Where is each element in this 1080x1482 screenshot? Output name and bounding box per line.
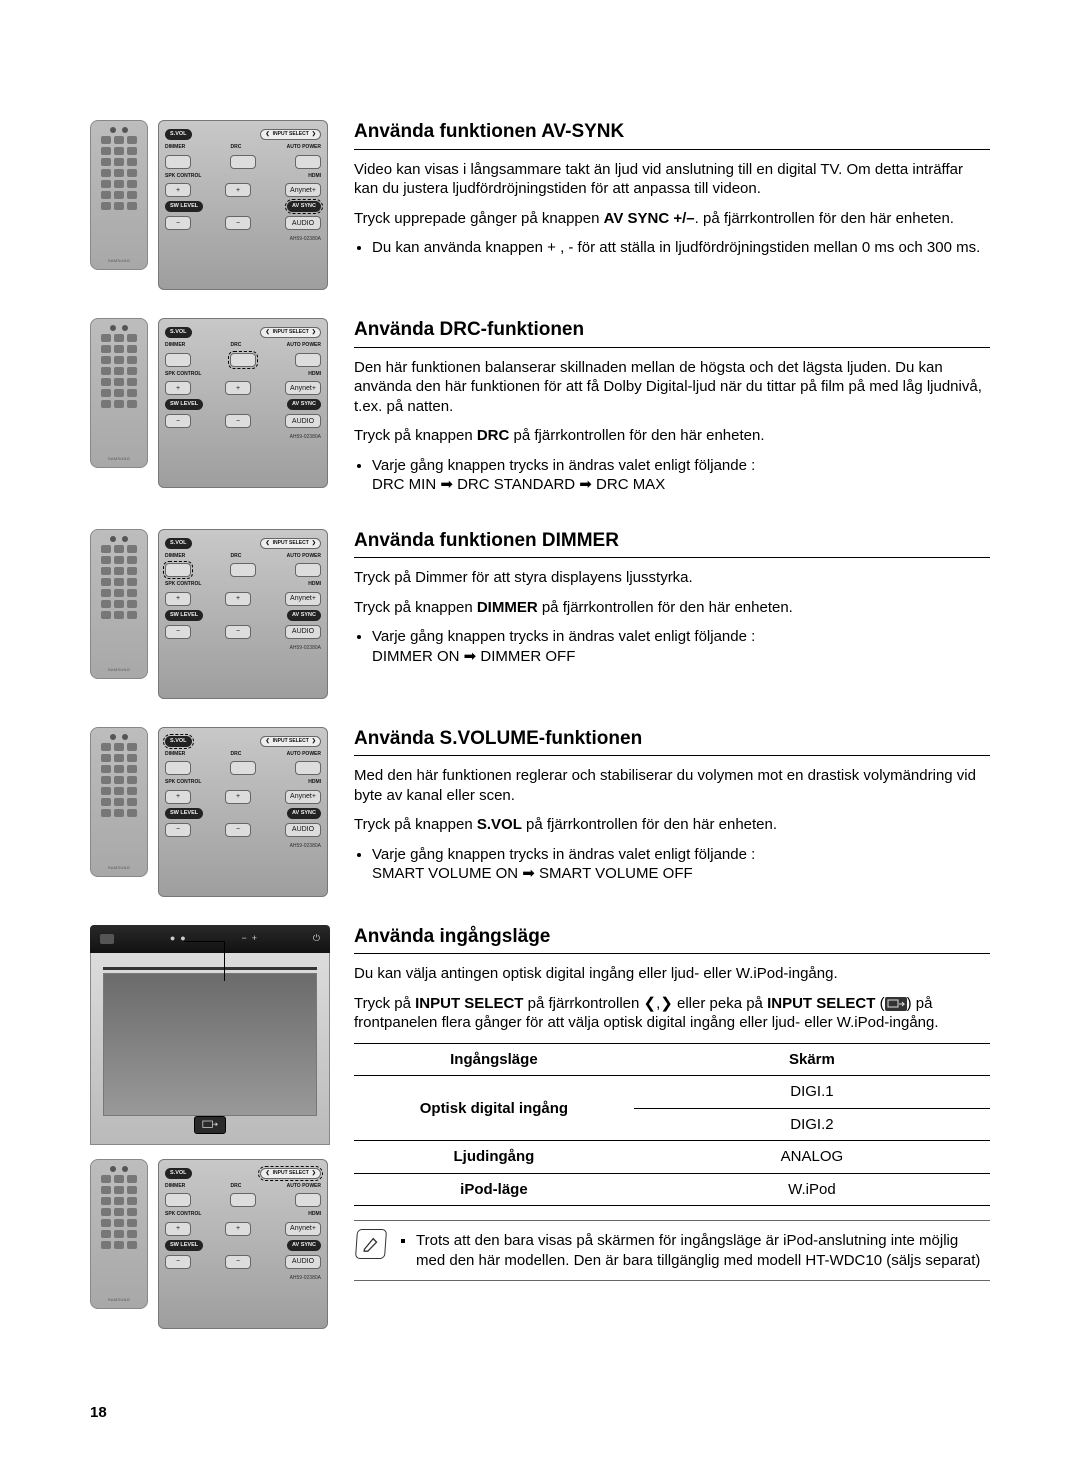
bullet-list: Varje gång knappen trycks in ändras vale… xyxy=(354,456,990,495)
text: Tryck på knappen S.VOL på fjärrkontrolle… xyxy=(354,815,990,835)
table-header: Ingångsläge xyxy=(354,1043,634,1076)
table-cell: Ljudingång xyxy=(354,1141,634,1174)
heading-drc: Använda DRC-funktionen xyxy=(354,318,990,348)
text: Den här funktionen balanserar skillnaden… xyxy=(354,358,990,417)
bullet-list: Du kan använda knappen + , - för att stä… xyxy=(354,238,990,258)
text: Video kan visas i långsammare takt än lj… xyxy=(354,160,990,199)
remote-closeup-svol: S.VOL ❮INPUT SELECT❯ DIMMER DRC AUTO POW… xyxy=(158,727,328,897)
table-cell: DIGI.2 xyxy=(634,1108,990,1141)
bullet-list: Varje gång knappen trycks in ändras vale… xyxy=(354,627,990,666)
text: Tryck på knappen DIMMER på fjärrkontroll… xyxy=(354,598,990,618)
remote-closeup-input: S.VOL ❮INPUT SELECT❯ DIMMER DRC AUTO POW… xyxy=(158,1159,328,1329)
text: Tryck på knappen DRC på fjärrkontrollen … xyxy=(354,426,990,446)
input-select-panel-icon xyxy=(194,1116,226,1134)
heading-dimmer: Använda funktionen DIMMER xyxy=(354,529,990,559)
input-select-button-highlight: ❮INPUT SELECT❯ xyxy=(260,1168,321,1179)
remote-overview-icon: SAMSUNG xyxy=(90,1159,148,1309)
table-header: Skärm xyxy=(634,1043,990,1076)
table-cell: iPod-läge xyxy=(354,1173,634,1206)
text: Du kan välja antingen optisk digital ing… xyxy=(354,964,990,984)
remote-overview-icon: SAMSUNG xyxy=(90,120,148,270)
bullet-list: Varje gång knappen trycks in ändras vale… xyxy=(354,845,990,884)
text: Tryck på INPUT SELECT på fjärrkontrollen… xyxy=(354,994,990,1033)
note-box: Trots att den bara visas på skärmen för … xyxy=(354,1220,990,1281)
input-mode-table: Ingångsläge Skärm Optisk digital ingång … xyxy=(354,1043,990,1207)
section-input-mode: ● ●− +⏻ xyxy=(90,925,990,1329)
note-text: Trots att den bara visas på skärmen för … xyxy=(416,1231,984,1270)
table-cell: ANALOG xyxy=(634,1141,990,1174)
manual-page: SAMSUNG S.VOL ❮INPUT SELECT❯ DIMMER DRC … xyxy=(90,120,990,1422)
remote-closeup-avsync: S.VOL ❮INPUT SELECT❯ DIMMER DRC AUTO POW… xyxy=(158,120,328,290)
remote-overview-icon: SAMSUNG xyxy=(90,727,148,877)
text: Med den här funktionen reglerar och stab… xyxy=(354,766,990,805)
heading-svol: Använda S.VOLUME-funktionen xyxy=(354,727,990,757)
section-dimmer: SAMSUNG S.VOL ❮INPUT SELECT❯ DIMMER DRC … xyxy=(90,529,990,699)
table-cell: Optisk digital ingång xyxy=(354,1076,634,1141)
remote-overview-icon: SAMSUNG xyxy=(90,529,148,679)
text: Tryck på Dimmer för att styra displayens… xyxy=(354,568,990,588)
heading-avsync: Använda funktionen AV-SYNK xyxy=(354,120,990,150)
dimmer-button-highlight xyxy=(165,563,191,577)
page-number: 18 xyxy=(90,1403,990,1423)
heading-input-mode: Använda ingångsläge xyxy=(354,925,990,955)
section-avsync: SAMSUNG S.VOL ❮INPUT SELECT❯ DIMMER DRC … xyxy=(90,120,990,290)
drc-button-highlight xyxy=(230,353,256,367)
svol-button-highlight: S.VOL xyxy=(165,736,192,747)
input-select-inline-icon xyxy=(885,997,907,1011)
remote-closeup-drc: S.VOL ❮INPUT SELECT❯ DIMMER DRC AUTO POW… xyxy=(158,318,328,488)
avsync-button-highlight: AV SYNC xyxy=(287,201,321,212)
section-drc: SAMSUNG S.VOL ❮INPUT SELECT❯ DIMMER DRC … xyxy=(90,318,990,501)
note-icon xyxy=(355,1229,387,1259)
table-cell: W.iPod xyxy=(634,1173,990,1206)
section-svol: SAMSUNG S.VOL ❮INPUT SELECT❯ DIMMER DRC … xyxy=(90,727,990,897)
text: Tryck upprepade gånger på knappen AV SYN… xyxy=(354,209,990,229)
remote-closeup-dimmer: S.VOL ❮INPUT SELECT❯ DIMMER DRC AUTO POW… xyxy=(158,529,328,699)
front-panel-illustration: ● ●− +⏻ xyxy=(90,925,330,1145)
remote-overview-icon: SAMSUNG xyxy=(90,318,148,468)
table-cell: DIGI.1 xyxy=(634,1076,990,1109)
